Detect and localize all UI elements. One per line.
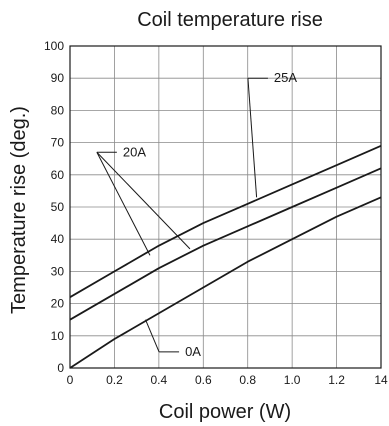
annotation-pointer-0a [145, 319, 160, 353]
y-tick-label: 10 [51, 329, 65, 343]
series-line-25a [69, 144, 382, 298]
x-tick-label: 1.2 [328, 373, 345, 387]
x-tick-label: 0.8 [239, 373, 256, 387]
annotation-pointer-25a [247, 78, 258, 198]
y-tick-label: 30 [51, 264, 65, 278]
y-tick-label: 40 [51, 232, 65, 246]
y-tick-label: 20 [51, 297, 65, 311]
y-tick-label: 0 [57, 361, 64, 375]
annotation-label-20a: 20A [123, 144, 146, 159]
x-tick-label: 14 [374, 373, 388, 387]
y-tick-label: 60 [51, 168, 65, 182]
chart-title: Coil temperature rise [137, 9, 323, 31]
x-tick-label: 0.4 [151, 373, 168, 387]
grid [69, 45, 382, 369]
x-axis-label: Coil power (W) [159, 401, 291, 423]
x-tick-label: 0.6 [195, 373, 212, 387]
y-tick-label: 80 [51, 103, 65, 117]
x-tick-label: 0.2 [106, 373, 123, 387]
y-tick-label: 70 [51, 136, 65, 150]
series-line-20a [69, 167, 382, 321]
y-axis-label: Temperature rise (deg.) [8, 106, 30, 314]
tick-labels: 0 0.2 0.4 0.6 0.8 1.0 1.2 14 0 10 20 30 40 50 60 70 80 90… [44, 39, 388, 387]
series-lines [69, 144, 382, 369]
x-tick-label: 1.0 [284, 373, 301, 387]
plot-frame [69, 45, 382, 369]
annotation-pointer-20a [96, 151, 191, 250]
annotation-pointer-20a [96, 152, 151, 256]
y-tick-label: 100 [44, 39, 64, 53]
series-line-0a [69, 196, 382, 369]
annotations: 25A 20A 0A [96, 70, 297, 359]
y-tick-label: 50 [51, 200, 65, 214]
x-tick-label: 0 [67, 373, 74, 387]
y-tick-label: 90 [51, 71, 65, 85]
annotation-label-25a: 25A [274, 70, 297, 85]
annotation-label-0a: 0A [185, 344, 201, 359]
